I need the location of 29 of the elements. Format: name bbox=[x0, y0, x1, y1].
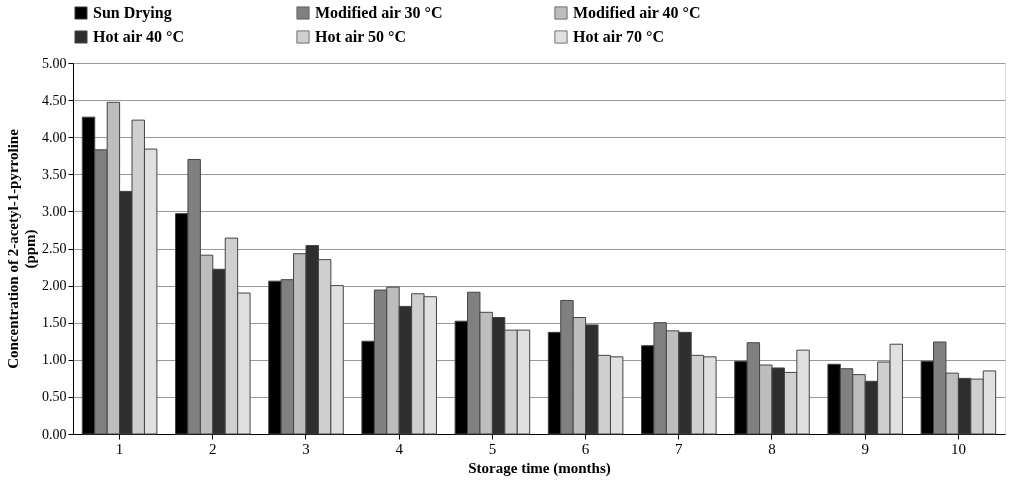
x-tick-label: 2 bbox=[209, 440, 217, 457]
y-tick-label: 4.00 bbox=[42, 129, 67, 145]
legend-label: Sun Drying bbox=[93, 4, 172, 22]
x-tick-label: 6 bbox=[581, 440, 590, 457]
y-tick-label: 0.00 bbox=[42, 426, 67, 442]
legend-label: Hot air 70 °C bbox=[573, 28, 664, 45]
x-tick-label: 3 bbox=[302, 440, 310, 457]
y-axis-title: Concentration of 2-acetyl-1-pyrroline (ppm) bbox=[5, 128, 39, 369]
y-tick-label: 0.50 bbox=[42, 389, 67, 405]
x-axis-title: Storage time (months) bbox=[468, 459, 611, 477]
x-tick-label: 4 bbox=[395, 440, 404, 457]
y-tick-label: 2.00 bbox=[42, 278, 67, 294]
x-tick-label: 9 bbox=[861, 440, 869, 457]
y-tick-label: 1.00 bbox=[42, 352, 67, 368]
y-tick-label: 3.50 bbox=[42, 166, 67, 182]
y-tick-label: 4.50 bbox=[42, 92, 67, 108]
x-tick-label: 10 bbox=[950, 440, 966, 457]
y-tick-label: 2.50 bbox=[42, 241, 67, 256]
x-tick-label: 5 bbox=[488, 440, 497, 457]
y-tick-label: 5.00 bbox=[42, 55, 67, 71]
legend-label: Modified air 30 °C bbox=[315, 4, 443, 21]
legend-label: Modified air 40 °C bbox=[573, 4, 701, 21]
x-tick-label: 7 bbox=[675, 440, 684, 457]
y-tick-label: 3.00 bbox=[42, 203, 67, 219]
legend-label: Hot air 50 °C bbox=[315, 28, 406, 45]
legend-label: Hot air 40 °C bbox=[93, 28, 184, 45]
y-tick-label: 1.50 bbox=[42, 315, 67, 331]
x-tick-label: 1 bbox=[115, 440, 124, 457]
x-tick-label: 8 bbox=[768, 440, 776, 457]
